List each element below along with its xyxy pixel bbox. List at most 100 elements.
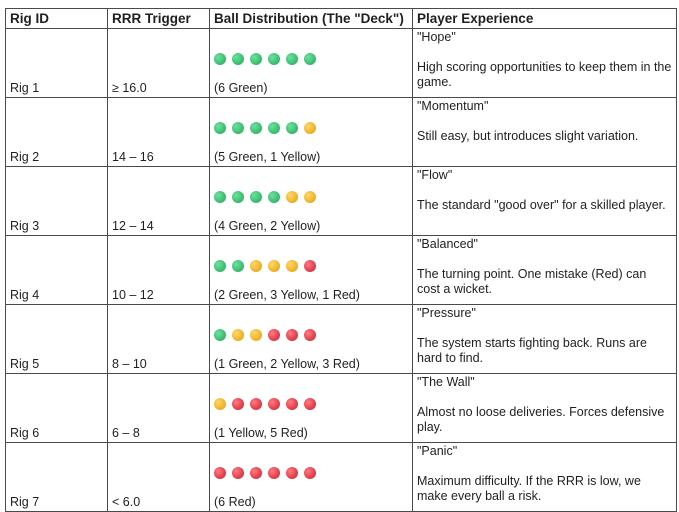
experience-description: High scoring opportunities to keep them … [417, 60, 672, 89]
distribution-summary: (4 Green, 2 Yellow) [214, 219, 321, 233]
rig-id-cell: Rig 2 [5, 97, 108, 167]
experience-name: "Pressure" [417, 306, 476, 320]
yellow-ball-icon [232, 329, 244, 341]
ball-distribution-cell: (4 Green, 2 Yellow) [209, 166, 413, 236]
distribution-summary: (2 Green, 3 Yellow, 1 Red) [214, 288, 360, 302]
red-ball-icon [214, 467, 226, 479]
green-ball-icon [214, 329, 226, 341]
experience-name: "The Wall" [417, 375, 475, 389]
header-rig-id: Rig ID [5, 8, 108, 29]
rrr-trigger-cell: < 6.0 [107, 442, 210, 512]
experience-description: Still easy, but introduces slight variat… [417, 129, 639, 143]
green-ball-icon [286, 53, 298, 65]
ball-deck [214, 122, 408, 134]
red-ball-icon [250, 467, 262, 479]
table-row: Rig 4 10 – 12 (2 Green, 3 Yellow, 1 Red) "B… [5, 235, 677, 305]
red-ball-icon [304, 329, 316, 341]
player-experience-cell: "Hope" High scoring opportunities to keep… [412, 28, 677, 98]
green-ball-icon [232, 260, 244, 272]
table-row: Rig 7 < 6.0 (6 Red) "Panic" Maximum difficul… [5, 442, 677, 512]
green-ball-icon [214, 53, 226, 65]
yellow-ball-icon [250, 329, 262, 341]
red-ball-icon [268, 398, 280, 410]
rig-id-cell: Rig 5 [5, 304, 108, 374]
rig-id-cell: Rig 1 [5, 28, 108, 98]
table-row: Rig 1 ≥ 16.0 (6 Green) "Hope" High scoring o… [5, 28, 677, 98]
player-experience-cell: "Momentum" Still easy, but introduces sli… [412, 97, 677, 167]
table-row: Rig 3 12 – 14 (4 Green, 2 Yellow) "Flow" The… [5, 166, 677, 236]
red-ball-icon [232, 467, 244, 479]
distribution-summary: (1 Green, 2 Yellow, 3 Red) [214, 357, 360, 371]
ball-distribution-cell: (6 Red) [209, 442, 413, 512]
header-player-experience: Player Experience [412, 8, 677, 29]
player-experience-cell: "The Wall" Almost no loose deliveries. Fo… [412, 373, 677, 443]
distribution-summary: (5 Green, 1 Yellow) [214, 150, 321, 164]
player-experience-cell: "Panic" Maximum difficulty. If the RRR is… [412, 442, 677, 512]
rrr-trigger-cell: 6 – 8 [107, 373, 210, 443]
yellow-ball-icon [214, 398, 226, 410]
ball-distribution-cell: (5 Green, 1 Yellow) [209, 97, 413, 167]
red-ball-icon [250, 398, 262, 410]
ball-distribution-cell: (6 Green) [209, 28, 413, 98]
header-row: Rig ID RRR Trigger Ball Distribution (Th… [5, 8, 677, 29]
table-row: Rig 2 14 – 16 (5 Green, 1 Yellow) "Momentum… [5, 97, 677, 167]
red-ball-icon [286, 467, 298, 479]
yellow-ball-icon [286, 191, 298, 203]
green-ball-icon [268, 191, 280, 203]
ball-deck [214, 467, 408, 479]
yellow-ball-icon [304, 191, 316, 203]
green-ball-icon [250, 191, 262, 203]
ball-deck [214, 260, 408, 272]
yellow-ball-icon [268, 260, 280, 272]
green-ball-icon [250, 122, 262, 134]
red-ball-icon [286, 329, 298, 341]
red-ball-icon [232, 398, 244, 410]
green-ball-icon [214, 260, 226, 272]
yellow-ball-icon [250, 260, 262, 272]
header-ball-distribution: Ball Distribution (The "Deck") [209, 8, 413, 29]
experience-name: "Hope" [417, 30, 456, 44]
green-ball-icon [232, 53, 244, 65]
red-ball-icon [304, 398, 316, 410]
rrr-trigger-cell: 12 – 14 [107, 166, 210, 236]
rrr-trigger-cell: 10 – 12 [107, 235, 210, 305]
green-ball-icon [232, 122, 244, 134]
rig-id-cell: Rig 6 [5, 373, 108, 443]
experience-description: Almost no loose deliveries. Forces defen… [417, 405, 665, 434]
experience-name: "Balanced" [417, 237, 478, 251]
rig-id-cell: Rig 7 [5, 442, 108, 512]
experience-name: "Flow" [417, 168, 453, 182]
rig-id-cell: Rig 4 [5, 235, 108, 305]
ball-deck [214, 191, 408, 203]
table-body: Rig 1 ≥ 16.0 (6 Green) "Hope" High scoring o… [5, 28, 677, 512]
experience-description: The system starts fighting back. Runs ar… [417, 336, 647, 365]
red-ball-icon [304, 467, 316, 479]
rig-table: Rig ID RRR Trigger Ball Distribution (Th… [5, 8, 677, 512]
yellow-ball-icon [304, 122, 316, 134]
rrr-trigger-cell: 14 – 16 [107, 97, 210, 167]
green-ball-icon [214, 191, 226, 203]
experience-description: The turning point. One mistake (Red) can… [417, 267, 647, 296]
ball-distribution-cell: (1 Yellow, 5 Red) [209, 373, 413, 443]
green-ball-icon [304, 53, 316, 65]
green-ball-icon [250, 53, 262, 65]
header-rrr-trigger: RRR Trigger [107, 8, 210, 29]
rrr-trigger-cell: 8 – 10 [107, 304, 210, 374]
distribution-summary: (6 Green) [214, 81, 268, 95]
ball-distribution-cell: (2 Green, 3 Yellow, 1 Red) [209, 235, 413, 305]
red-ball-icon [268, 329, 280, 341]
yellow-ball-icon [286, 260, 298, 272]
red-ball-icon [268, 467, 280, 479]
experience-description: The standard "good over" for a skilled p… [417, 198, 666, 212]
ball-deck [214, 329, 408, 341]
player-experience-cell: "Balanced" The turning point. One mistake… [412, 235, 677, 305]
ball-deck [214, 398, 408, 410]
green-ball-icon [268, 53, 280, 65]
distribution-summary: (6 Red) [214, 495, 256, 509]
experience-name: "Panic" [417, 444, 458, 458]
player-experience-cell: "Pressure" The system starts fighting bac… [412, 304, 677, 374]
distribution-summary: (1 Yellow, 5 Red) [214, 426, 308, 440]
green-ball-icon [286, 122, 298, 134]
